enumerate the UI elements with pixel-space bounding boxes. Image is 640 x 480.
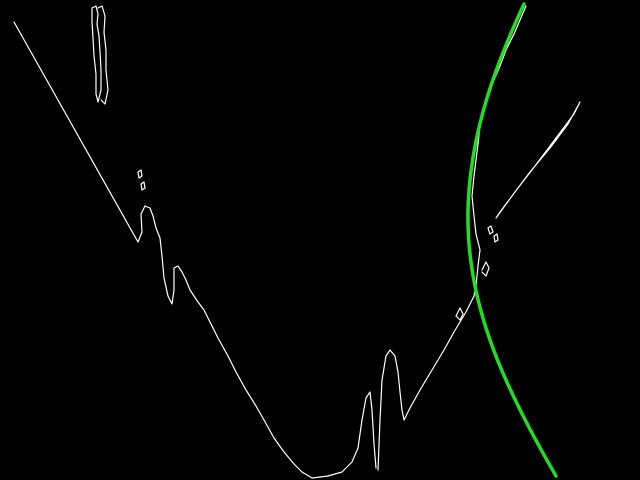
fitted-arc-overlay [466, 2, 558, 478]
right-cluster-edge [487, 225, 494, 235]
small-blob-edge [140, 181, 146, 191]
right-cluster-edge [481, 261, 490, 277]
right-cluster-edge [471, 5, 527, 297]
left-diagonal-edge [13, 21, 377, 479]
small-blob-edge [137, 169, 143, 179]
central-peak-edge [377, 295, 475, 471]
right-diagonal-sliver [495, 101, 581, 219]
right-cluster-edge [493, 233, 499, 243]
upper-left-shape-edge [97, 5, 109, 105]
upper-left-shape-edge [91, 5, 102, 103]
right-cluster-edge [455, 307, 464, 321]
